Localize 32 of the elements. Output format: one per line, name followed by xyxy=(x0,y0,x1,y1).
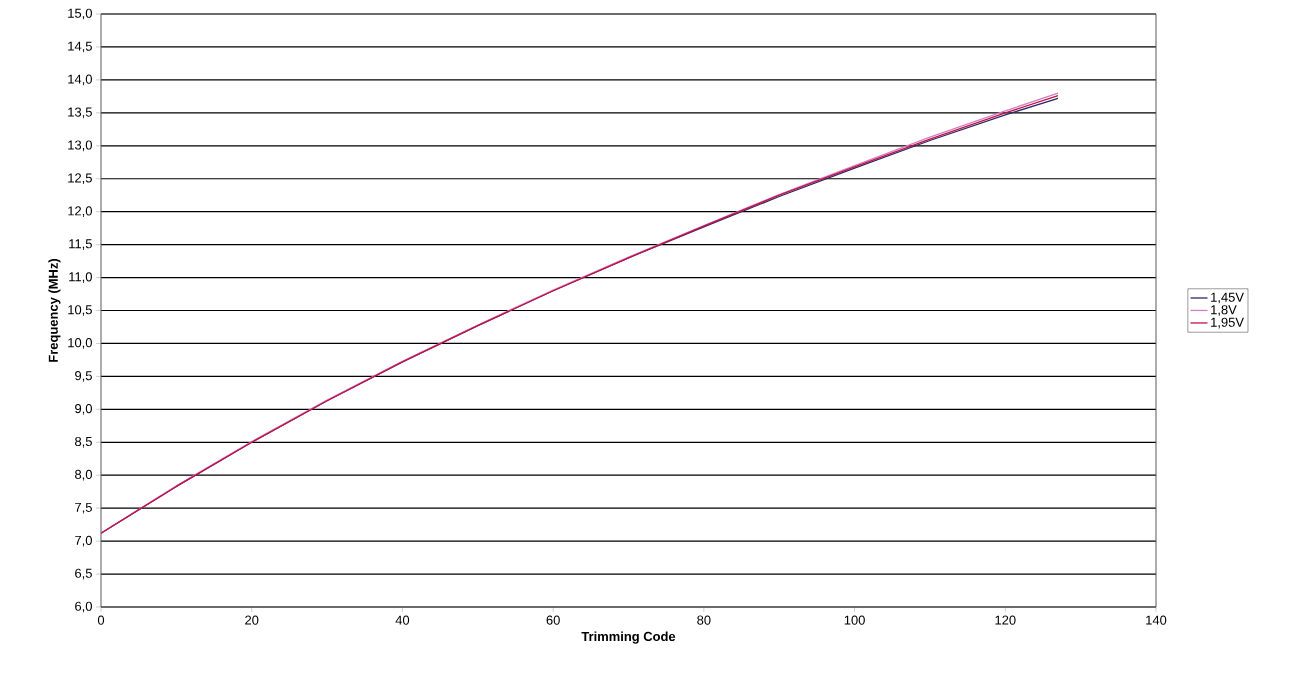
x-tick-label: 140 xyxy=(1146,615,1167,625)
legend-label: 1,95V xyxy=(1211,317,1244,329)
x-tick-label: 80 xyxy=(697,615,711,625)
y-tick-label: 8,5 xyxy=(75,436,92,448)
y-tick-label: 13,5 xyxy=(68,107,92,119)
y-tick-label: 11,0 xyxy=(69,272,92,283)
x-tick-label: 0 xyxy=(97,615,105,625)
legend-label: 1,8V xyxy=(1211,305,1237,316)
y-tick-label: 12,5 xyxy=(68,173,92,185)
y-tick-label: 11,5 xyxy=(69,239,92,250)
legend-label: 1,45V xyxy=(1211,292,1244,304)
y-tick-label: 7,0 xyxy=(75,535,92,547)
y-tick-label: 12,0 xyxy=(68,206,92,218)
x-tick-label: 40 xyxy=(395,615,410,625)
y-tick-label: 13,0 xyxy=(68,140,92,152)
y-tick-label: 6,0 xyxy=(75,601,92,613)
y-tick-label: 10,5 xyxy=(68,305,92,316)
y-tick-label: 8,0 xyxy=(75,469,92,481)
x-axis-title: Trimming Code xyxy=(581,631,676,644)
x-tick-label: 100 xyxy=(844,615,865,625)
x-tick-label: 60 xyxy=(546,615,560,625)
y-tick-label: 15,0 xyxy=(68,8,92,20)
y-tick-label: 10,0 xyxy=(68,338,92,349)
x-tick-label: 20 xyxy=(245,615,259,625)
y-tick-label: 7,5 xyxy=(75,502,92,514)
y-tick-label: 14,0 xyxy=(68,74,92,86)
y-tick-label: 9,5 xyxy=(75,371,92,382)
y-tick-label: 9,0 xyxy=(75,403,92,415)
x-tick-label: 120 xyxy=(995,615,1016,625)
y-tick-label: 14,5 xyxy=(68,41,92,53)
y-axis-title: Frequency (MHz) xyxy=(48,258,61,362)
y-tick-label: 6,5 xyxy=(75,568,92,580)
